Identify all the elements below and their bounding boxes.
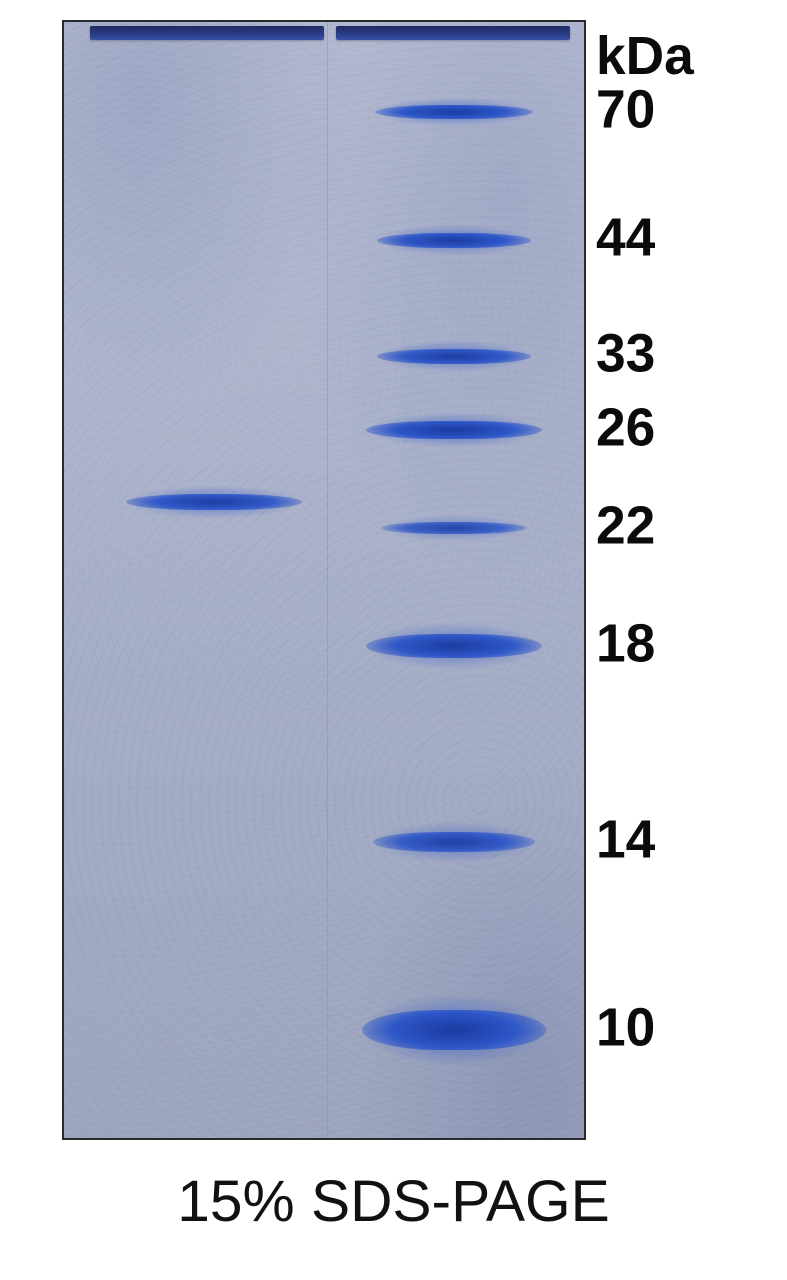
ladder-band-33kda-core — [377, 349, 531, 364]
gel-figure: kDa 70 44 33 26 22 18 14 10 15% SDS-PAGE — [0, 0, 787, 1280]
ladder-band-14kda — [362, 822, 547, 862]
mw-label-70: 70 — [596, 80, 655, 141]
ladder-band-70kda-core — [375, 105, 533, 119]
gel-caption: 15% SDS-PAGE — [0, 1168, 787, 1235]
ladder-band-44kda-core — [377, 233, 531, 248]
ladder-band-26kda — [354, 413, 554, 447]
ladder-band-44kda — [367, 225, 542, 255]
kda-unit-label: kDa — [596, 26, 694, 87]
sample-band-core — [126, 494, 302, 510]
gel-caption-text: 15% SDS-PAGE — [177, 1169, 609, 1234]
ladder-band-22kda — [372, 515, 537, 541]
mw-label-26: 26 — [596, 398, 655, 459]
mw-label-14: 14 — [596, 810, 655, 871]
ladder-band-26kda-core — [366, 421, 542, 439]
lane-divider — [327, 22, 328, 1138]
mw-label-22: 22 — [596, 496, 655, 557]
ladder-band-10kda — [349, 995, 559, 1065]
ladder-well — [336, 26, 570, 40]
ladder-band-18kda-core — [366, 634, 542, 658]
ladder-band-18kda — [354, 623, 554, 669]
ladder-band-14kda-core — [373, 832, 536, 852]
ladder-band-22kda-core — [381, 522, 526, 534]
mw-label-10: 10 — [596, 998, 655, 1059]
ladder-band-70kda — [364, 98, 544, 126]
mw-label-44: 44 — [596, 208, 655, 269]
gel-texture — [64, 22, 584, 1138]
gel-panel — [62, 20, 586, 1140]
sample-well — [90, 26, 324, 40]
mw-labels: kDa 70 44 33 26 22 18 14 10 — [596, 20, 776, 1140]
ladder-band-10kda-core — [362, 1010, 547, 1050]
ladder-band-33kda — [367, 341, 542, 371]
sample-band — [114, 486, 314, 518]
mw-label-18: 18 — [596, 614, 655, 675]
mw-label-33: 33 — [596, 324, 655, 385]
